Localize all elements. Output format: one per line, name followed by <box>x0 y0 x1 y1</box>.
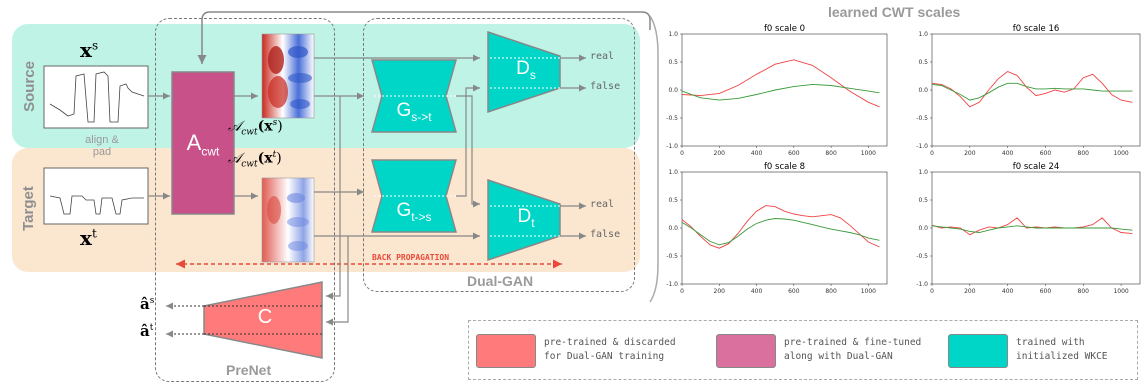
a-hat-t-label: ât <box>140 322 154 340</box>
chart-0-ytick-label: -0.5 <box>666 115 678 122</box>
chart-3-ytick-label: 1.0 <box>918 169 928 176</box>
chart-3-ytick-label: 0.5 <box>918 197 928 204</box>
chart-0-xtick-label: 600 <box>788 150 800 157</box>
dual-gan-group <box>363 18 635 292</box>
chart-0-xtick-label: 400 <box>751 150 763 157</box>
acwt-target-math: 𝒜cwt(xt) <box>228 150 282 170</box>
legend-box <box>468 320 1138 380</box>
chart-1-xtick-label: 600 <box>1040 150 1052 157</box>
prenet-group <box>155 18 335 382</box>
chart-3-ytick-label: -1.0 <box>916 281 928 288</box>
legend-text-teal: trained with initialized WKCE <box>1016 337 1108 362</box>
source-waveform <box>43 65 149 129</box>
discriminator-s-label: Ds <box>516 58 536 82</box>
x-source-label: xs <box>80 38 99 62</box>
chart-0-xtick-label: 200 <box>714 150 726 157</box>
chart-2-series-red <box>681 205 880 249</box>
charts-group-title: learned CWT scales <box>828 4 961 20</box>
chart-2-xtick-label: 600 <box>788 288 800 295</box>
chart-1-ytick-label: -1.0 <box>916 143 928 150</box>
chart-1-xtick-label: 400 <box>1002 150 1014 157</box>
chart-2-ytick-label: 1.0 <box>668 169 678 176</box>
chart-3-ytick-label: 0.0 <box>918 225 928 232</box>
chart-1-title: f0 scale 16 <box>1013 24 1060 34</box>
source-scalogram <box>261 33 315 119</box>
chart-1-ytick-label: 1.0 <box>918 31 928 38</box>
chart-1-series-green <box>931 82 1133 101</box>
classifier-block <box>203 281 323 359</box>
acwt-block <box>171 71 235 215</box>
chart-3-xtick-label: 600 <box>1040 288 1052 295</box>
chart-0-frame <box>681 33 888 147</box>
diagram-svg <box>43 11 651 359</box>
discriminator-t-label: Dt <box>517 206 535 230</box>
chart-0-xtick-label: 800 <box>825 150 837 157</box>
chart-3-ytick-label: -0.5 <box>916 253 928 260</box>
x-target-label: xt <box>80 226 97 250</box>
chart-1-xtick-label: 0 <box>930 150 934 157</box>
ds-real-label: real <box>590 51 615 62</box>
chart-2-ytick-label: 0.5 <box>668 197 678 204</box>
legend-swatch-red <box>476 334 536 368</box>
legend-text-red: pre-trained & discarded for Dual-GAN tra… <box>544 337 676 362</box>
chart-3-xtick-label: 200 <box>964 288 976 295</box>
legend-text-pink: pre-trained & fine-tuned along with Dual… <box>784 337 922 362</box>
chart-1-ytick-label: 0.5 <box>918 59 928 66</box>
acwt-label: Acwt <box>186 130 220 159</box>
generator-st-label: Gs->t <box>396 100 432 124</box>
chart-0-xtick-label: 1000 <box>861 150 876 157</box>
prenet-label: PreNet <box>226 362 272 378</box>
chart-0-ytick-label: 0.0 <box>668 87 678 94</box>
classifier-label: C <box>257 306 273 328</box>
acwt-source-math: 𝒜cwt(xs) <box>228 118 283 138</box>
chart-1-ytick-label: -0.5 <box>916 115 928 122</box>
chart-1-xtick-label: 800 <box>1078 150 1090 157</box>
back-propagation-label: BACK PROPAGATION <box>372 253 450 262</box>
chart-0-series-red <box>681 59 880 108</box>
chart-3-xtick-label: 0 <box>930 288 934 295</box>
chart-0-ytick-label: 1.0 <box>668 31 678 38</box>
chart-3-xtick-label: 800 <box>1078 288 1090 295</box>
chart-1-frame <box>931 33 1141 147</box>
chart-3-title: f0 scale 24 <box>1013 162 1060 172</box>
chart-2-xtick-label: 0 <box>680 288 684 295</box>
chart-3-series-green <box>931 225 1133 233</box>
legend-swatch-teal <box>948 334 1008 368</box>
a-hat-s-label: âs <box>140 295 155 313</box>
generator-ts-label: Gt->s <box>396 200 432 224</box>
chart-1-ytick-label: 0.0 <box>918 87 928 94</box>
dt-false-label: false <box>590 229 621 240</box>
chart-0-xtick-label: 0 <box>680 150 684 157</box>
chart-2-ytick-label: -1.0 <box>666 281 678 288</box>
chart-2-xtick-label: 800 <box>825 288 837 295</box>
chart-0-series-green <box>681 83 880 101</box>
chart-2-xtick-label: 200 <box>714 288 726 295</box>
chart-0-title: f0 scale 0 <box>764 24 805 34</box>
charts-svg: f0 scale 0 -1.0 -0.5 0.0 0.5 1.0 0 200 400 600 800… <box>666 24 1141 295</box>
target-waveform <box>43 167 149 225</box>
align-pad-label: align & pad <box>85 134 119 158</box>
chart-2-ytick-label: -0.5 <box>666 253 678 260</box>
dual-gan-label: Dual-GAN <box>467 273 534 289</box>
chart-2-title: f0 scale 8 <box>764 162 805 172</box>
dt-real-label: real <box>590 199 615 210</box>
chart-2-series-green <box>681 218 880 246</box>
chart-3-xtick-label: 400 <box>1002 288 1014 295</box>
target-scalogram <box>261 177 315 263</box>
chart-0-ytick-label: -1.0 <box>666 143 678 150</box>
chart-2-frame <box>681 171 888 285</box>
chart-1-series-red <box>931 70 1133 108</box>
chart-3-xtick-label: 1000 <box>1113 288 1128 295</box>
chart-bracket <box>649 15 659 303</box>
chart-1-xtick-label: 200 <box>964 150 976 157</box>
chart-1-xtick-label: 1000 <box>1113 150 1128 157</box>
ds-false-label: false <box>590 81 621 92</box>
chart-2-xtick-label: 1000 <box>861 288 876 295</box>
chart-2-xtick-label: 400 <box>751 288 763 295</box>
chart-2-ytick-label: 0.0 <box>668 225 678 232</box>
legend-swatch-pink <box>716 334 776 368</box>
chart-0-ytick-label: 0.5 <box>668 59 678 66</box>
